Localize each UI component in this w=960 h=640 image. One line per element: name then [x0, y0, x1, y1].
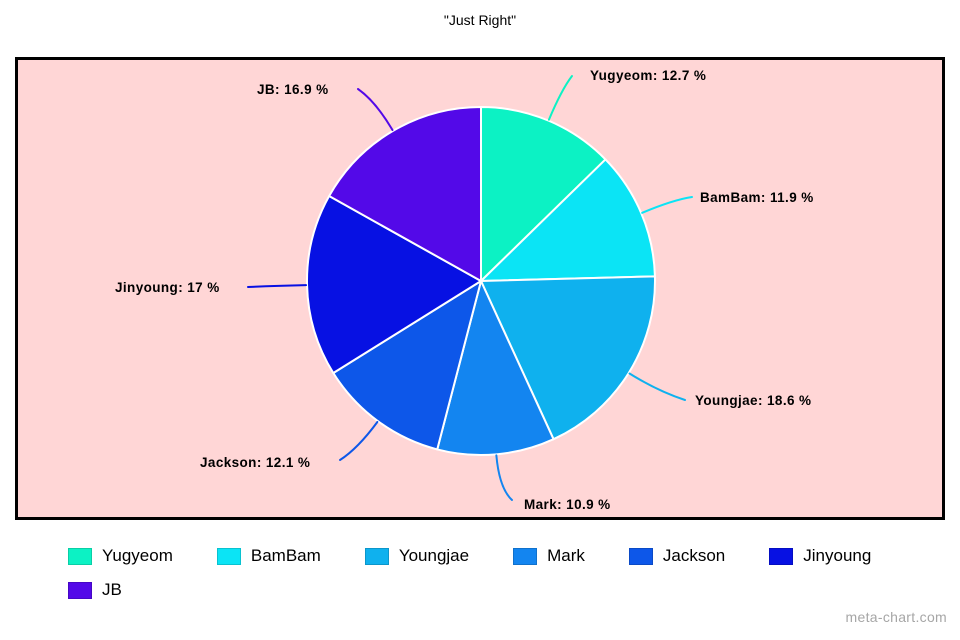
slice-label-jackson: Jackson: 12.1 %	[200, 455, 310, 470]
pie-chart-area: Yugyeom: 12.7 % BamBam: 11.9 % Youngjae: 1…	[15, 57, 945, 520]
slice-label-jinyoung: Jinyoung: 17 %	[115, 280, 220, 295]
legend-swatch-bambam	[216, 547, 241, 565]
legend-label-mark: Mark	[547, 546, 585, 565]
pie-slice-youngjae	[480, 275, 656, 441]
legend-item-youngjae: Youngjae	[364, 546, 470, 566]
legend-swatch-jb	[68, 581, 92, 599]
legend-item-mark: Mark	[513, 546, 585, 566]
legend-item-bambam: BamBam	[216, 546, 321, 566]
legend-item-yugyeom: Yugyeom	[68, 546, 173, 566]
legend-item-jackson: Jackson	[628, 546, 726, 566]
pie-slice-jackson	[332, 280, 482, 451]
leader-line-jackson	[339, 420, 379, 461]
leader-line-bambam	[641, 196, 693, 214]
legend-swatch-jackson	[628, 547, 653, 565]
legend-swatch-jinyoung	[769, 547, 794, 565]
legend-swatch-youngjae	[364, 547, 389, 565]
legend-label-jinyoung: Jinyoung	[803, 546, 872, 565]
legend-item-jinyoung: Jinyoung	[769, 546, 871, 566]
pie-svg: Yugyeom: 12.7 % BamBam: 11.9 % Youngjae: 1…	[115, 68, 814, 512]
slice-label-yugyeom: Yugyeom: 12.7 %	[590, 68, 706, 83]
watermark: meta-chart.com	[845, 609, 947, 625]
leader-line-yugyeom	[547, 75, 573, 121]
legend-label-yugyeom: Yugyeom	[102, 546, 173, 565]
pie-slice-jb	[328, 106, 482, 282]
slice-label-jb: JB: 16.9 %	[257, 82, 329, 97]
pie-slice-bambam	[480, 158, 656, 282]
slice-label-mark: Mark: 10.9 %	[524, 497, 611, 512]
leader-line-youngjae	[628, 372, 686, 401]
pie-slice-jinyoung	[306, 195, 482, 374]
legend-label-jackson: Jackson	[662, 546, 726, 565]
chart-title: "Just Right"	[443, 12, 517, 28]
chart-legend: Yugyeom BamBam Youngjae Mark Jackson Jinyoung…	[68, 546, 920, 600]
pie-slice-mark	[436, 280, 555, 456]
slice-label-youngjae: Youngjae: 18.6 %	[695, 393, 811, 408]
leader-line-mark	[495, 454, 513, 501]
leader-line-jinyoung	[247, 284, 308, 288]
pie-slice-yugyeom	[480, 106, 607, 282]
leader-line-jb	[357, 88, 394, 132]
legend-label-bambam: BamBam	[250, 546, 321, 565]
legend-label-jb: JB	[102, 580, 122, 599]
legend-swatch-yugyeom	[68, 547, 92, 565]
legend-swatch-mark	[513, 547, 538, 565]
slice-label-bambam: BamBam: 11.9 %	[700, 190, 814, 205]
legend-item-jb: JB	[68, 580, 122, 600]
legend-label-youngjae: Youngjae	[398, 546, 470, 565]
